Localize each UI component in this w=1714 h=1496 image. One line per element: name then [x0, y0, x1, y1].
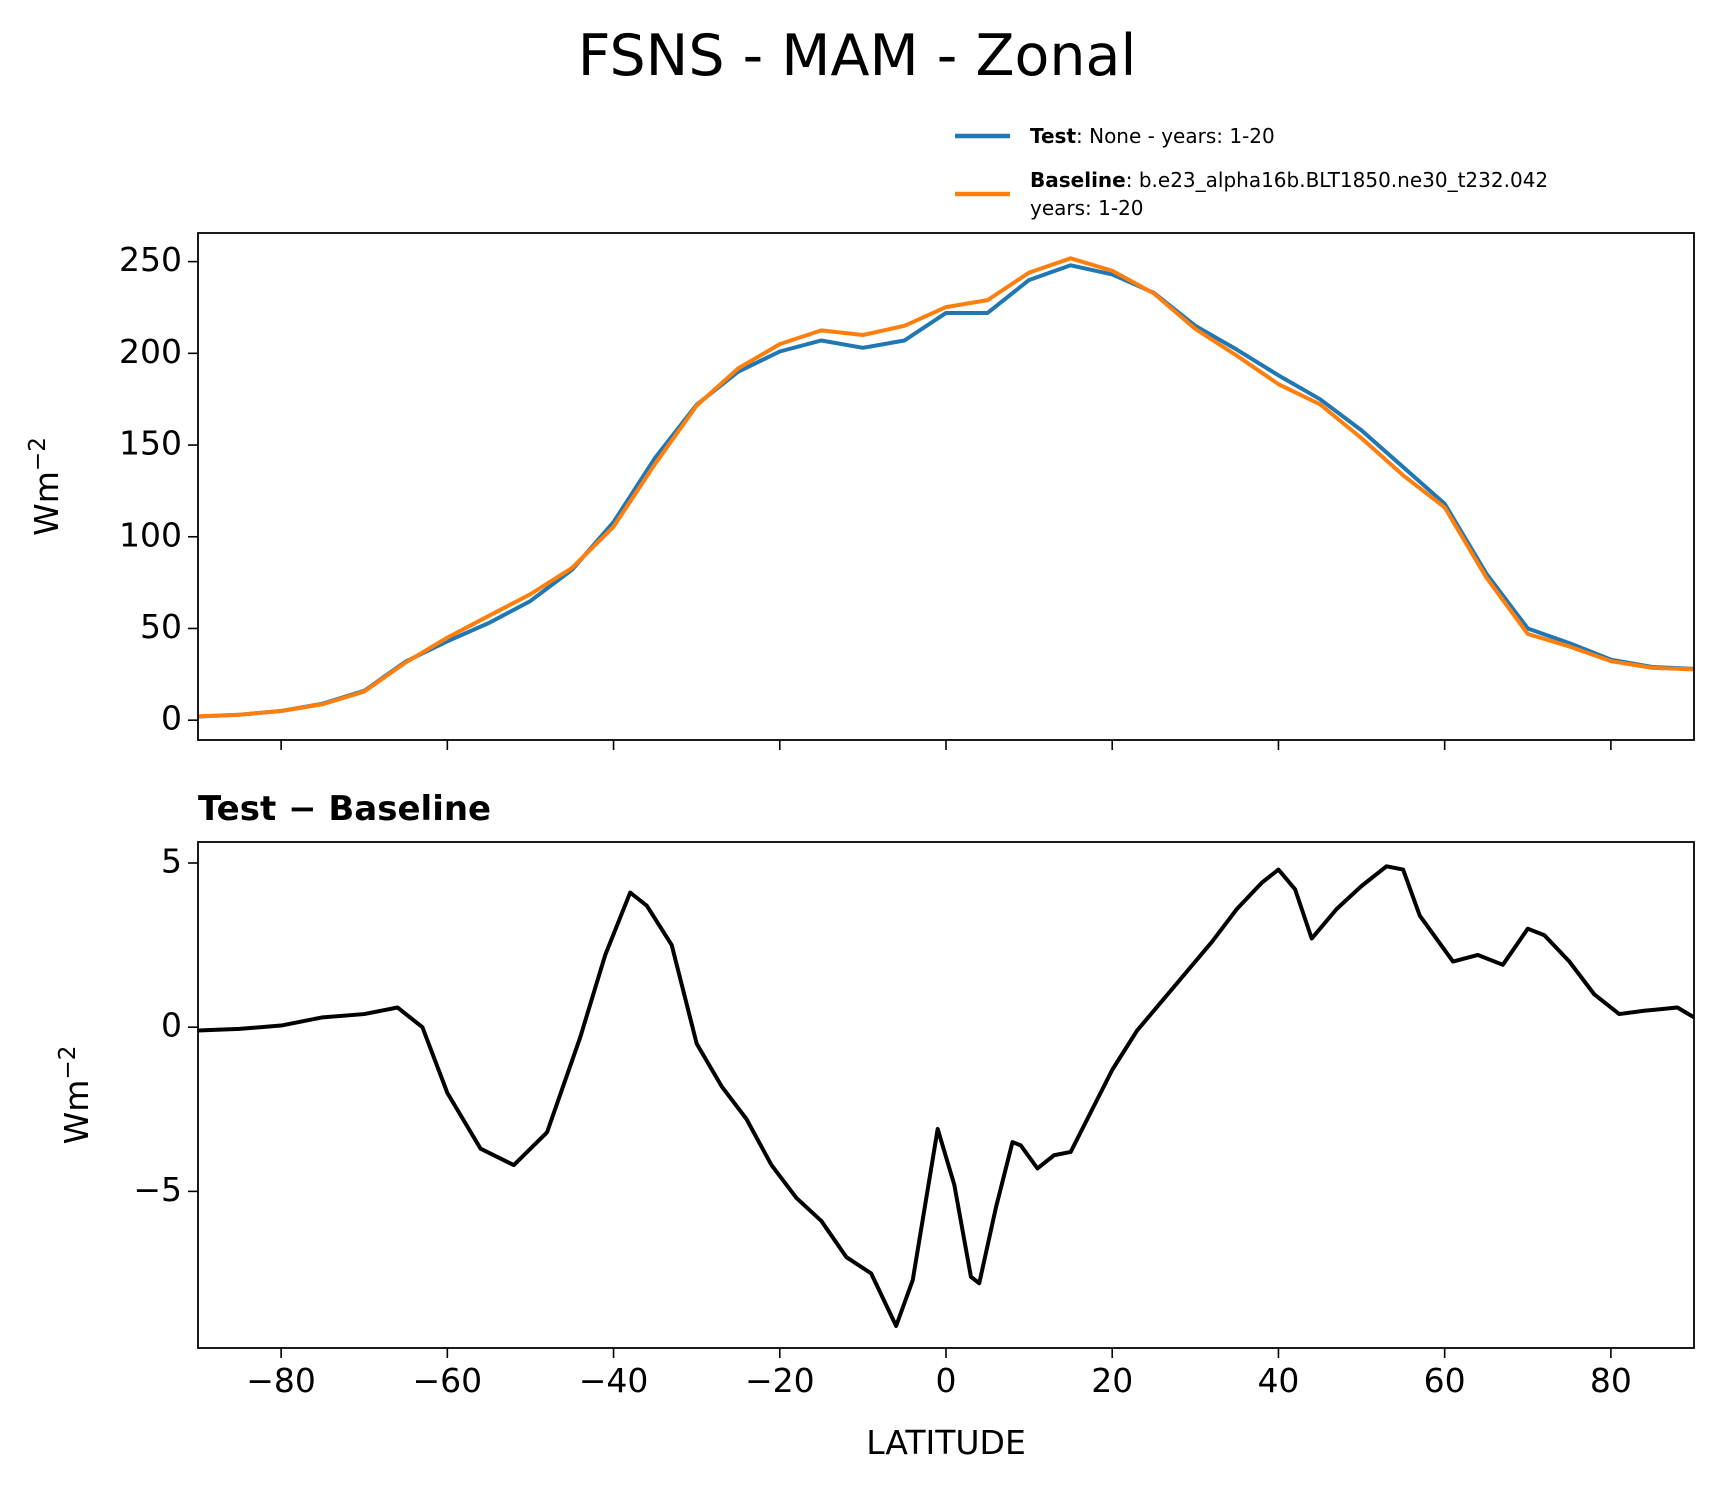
x-axis-label: LATITUDE [866, 1423, 1026, 1462]
subplot-title: Test − Baseline [198, 789, 491, 829]
x-tick-label: 0 [936, 1361, 957, 1400]
x-tick-label: −80 [246, 1361, 316, 1400]
y-tick-label: 200 [119, 332, 182, 371]
y-label-exponent: −2 [25, 437, 51, 471]
y-tick-label: 100 [119, 515, 182, 554]
x-tick-label: 80 [1590, 1361, 1632, 1400]
x-tick-label: 20 [1091, 1361, 1133, 1400]
y-tick-label: 50 [140, 607, 182, 646]
y-tick-label: −5 [133, 1170, 182, 1209]
legend-label: Test: None - years: 1-20 [1030, 124, 1275, 148]
y-axis-label: Wm−2 [25, 437, 66, 536]
legend-name: Baseline [1030, 168, 1126, 192]
y-tick-label: 5 [161, 842, 182, 881]
axes-frame [197, 841, 1695, 1349]
y-tick-label: 150 [119, 424, 182, 463]
x-tick-label: −40 [579, 1361, 649, 1400]
series-line [198, 256, 1694, 719]
legend-text: : None - years: 1-20 [1076, 124, 1275, 148]
legend-label: years: 1-20 [1030, 196, 1144, 220]
legend-label: Baseline: b.e23_alpha16b.BLT1850.ne30_t2… [1030, 168, 1548, 192]
legend-text: years: 1-20 [1030, 196, 1144, 220]
x-tick-label: −60 [413, 1361, 483, 1400]
axes-frame [197, 232, 1695, 741]
legend-text: : b.e23_alpha16b.BLT1850.ne30_t232.042 [1126, 168, 1548, 192]
x-tick-label: 40 [1257, 1361, 1299, 1400]
legend-name: Test [1030, 124, 1076, 148]
y-label-base: Wm [57, 1080, 96, 1145]
x-tick-label: −20 [745, 1361, 815, 1400]
y-label-exponent: −2 [55, 1046, 81, 1080]
figure-title: FSNS - MAM - Zonal [578, 23, 1137, 89]
x-tick-label: 60 [1424, 1361, 1466, 1400]
series-line [198, 263, 1694, 719]
y-tick-label: 0 [161, 699, 182, 738]
y-label-base: Wm [27, 471, 66, 536]
y-tick-label: 250 [119, 240, 182, 279]
y-axis-label: Wm−2 [55, 1046, 96, 1145]
series-line [198, 864, 1694, 1328]
y-tick-label: 0 [161, 1006, 182, 1045]
